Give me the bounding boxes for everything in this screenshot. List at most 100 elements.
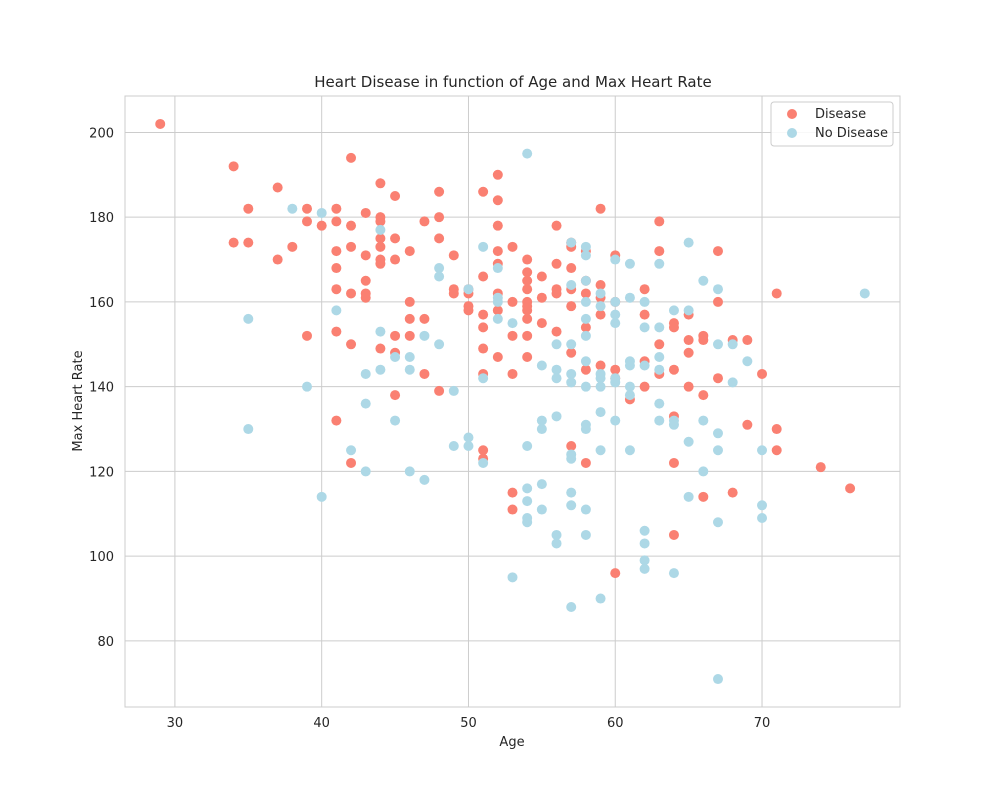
point-no-disease xyxy=(507,318,518,329)
point-disease xyxy=(390,233,401,244)
y-tick-label: 180 xyxy=(89,211,114,226)
point-disease xyxy=(360,275,371,286)
point-no-disease xyxy=(639,538,650,549)
point-disease xyxy=(448,250,459,261)
point-no-disease xyxy=(522,483,533,494)
point-disease xyxy=(478,186,489,197)
point-no-disease xyxy=(654,258,665,269)
point-no-disease xyxy=(566,453,577,464)
point-disease xyxy=(228,161,239,172)
point-disease xyxy=(507,368,518,379)
point-disease xyxy=(639,309,650,320)
point-disease xyxy=(492,246,503,257)
point-disease xyxy=(331,263,342,274)
point-no-disease xyxy=(448,385,459,396)
point-disease xyxy=(742,335,753,346)
point-disease xyxy=(668,322,679,333)
point-disease xyxy=(551,326,562,337)
point-no-disease xyxy=(639,322,650,333)
point-disease xyxy=(551,288,562,299)
point-disease xyxy=(522,305,533,316)
point-no-disease xyxy=(610,296,621,307)
y-tick-label: 140 xyxy=(89,381,114,396)
point-no-disease xyxy=(551,411,562,422)
point-no-disease xyxy=(859,288,870,299)
point-disease xyxy=(360,292,371,303)
point-no-disease xyxy=(580,313,591,324)
point-disease xyxy=(566,263,577,274)
point-no-disease xyxy=(712,428,723,439)
point-no-disease xyxy=(302,381,313,392)
point-disease xyxy=(595,203,606,214)
point-disease xyxy=(360,250,371,261)
point-no-disease xyxy=(551,339,562,350)
chart-title: Heart Disease in function of Age and Max… xyxy=(314,73,711,91)
point-no-disease xyxy=(757,445,768,456)
point-no-disease xyxy=(551,373,562,384)
point-no-disease xyxy=(404,466,415,477)
point-no-disease xyxy=(757,500,768,511)
point-no-disease xyxy=(566,368,577,379)
point-no-disease xyxy=(566,602,577,613)
point-disease xyxy=(228,237,239,248)
point-disease xyxy=(683,381,694,392)
legend-label-disease: Disease xyxy=(815,107,866,122)
point-disease xyxy=(375,233,386,244)
point-no-disease xyxy=(478,373,489,384)
point-disease xyxy=(712,246,723,257)
point-no-disease xyxy=(434,339,445,350)
point-disease xyxy=(522,352,533,363)
point-no-disease xyxy=(522,440,533,451)
point-disease xyxy=(580,288,591,299)
point-no-disease xyxy=(434,271,445,282)
point-disease xyxy=(419,216,430,227)
y-tick-label: 160 xyxy=(89,296,114,311)
point-disease xyxy=(478,309,489,320)
point-disease xyxy=(390,330,401,341)
point-no-disease xyxy=(683,305,694,316)
point-no-disease xyxy=(463,440,474,451)
point-disease xyxy=(536,292,547,303)
point-disease xyxy=(331,415,342,426)
point-no-disease xyxy=(404,364,415,375)
point-disease xyxy=(346,241,357,252)
point-no-disease xyxy=(698,466,709,477)
point-disease xyxy=(331,284,342,295)
point-disease xyxy=(390,254,401,265)
point-no-disease xyxy=(698,415,709,426)
point-disease xyxy=(507,241,518,252)
point-no-disease xyxy=(610,309,621,320)
point-disease xyxy=(551,220,562,231)
point-disease xyxy=(712,296,723,307)
point-disease xyxy=(346,152,357,163)
point-no-disease xyxy=(580,529,591,540)
point-no-disease xyxy=(712,445,723,456)
point-disease xyxy=(595,360,606,371)
tick-labels: 30 40 50 60 70 80 100 120 140 160 180 200 xyxy=(89,126,770,731)
point-disease xyxy=(404,313,415,324)
point-disease xyxy=(507,504,518,515)
point-no-disease xyxy=(712,674,723,685)
y-axis-label: Max Heart Rate xyxy=(71,350,86,451)
point-no-disease xyxy=(580,330,591,341)
point-disease xyxy=(698,390,709,401)
point-no-disease xyxy=(742,356,753,367)
y-tick-label: 100 xyxy=(89,550,114,565)
point-no-disease xyxy=(404,352,415,363)
point-no-disease xyxy=(536,504,547,515)
point-no-disease xyxy=(668,305,679,316)
point-no-disease xyxy=(536,424,547,435)
point-disease xyxy=(302,203,313,214)
point-disease xyxy=(478,271,489,282)
point-no-disease xyxy=(360,466,371,477)
point-no-disease xyxy=(580,275,591,286)
x-tick-label: 40 xyxy=(313,716,330,731)
point-disease xyxy=(522,254,533,265)
point-no-disease xyxy=(654,398,665,409)
point-disease xyxy=(434,385,445,396)
point-disease xyxy=(522,330,533,341)
point-no-disease xyxy=(639,296,650,307)
point-disease xyxy=(287,241,298,252)
point-no-disease xyxy=(419,330,430,341)
